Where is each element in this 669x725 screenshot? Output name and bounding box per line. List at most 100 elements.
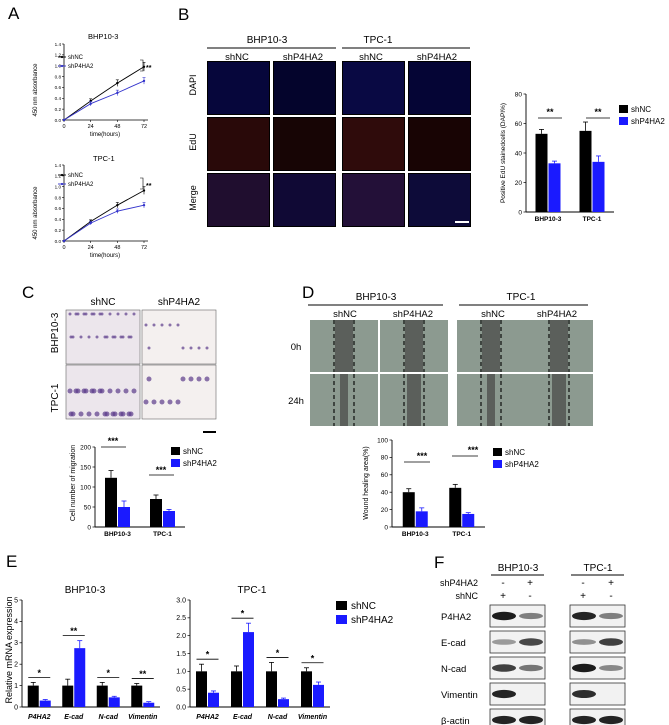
y-tick-label: 20 xyxy=(381,507,389,514)
panel-label-a: A xyxy=(8,4,20,23)
panel-c-legend-shp4ha2: shP4HA2 xyxy=(183,459,217,468)
bar-shP4HA2 xyxy=(243,632,254,707)
bar-shNC xyxy=(196,671,207,707)
series-line-shP4HA2 xyxy=(63,204,145,242)
panel-d-col-shnc-2: shNC xyxy=(481,309,505,320)
panel-a-chart1-legend-shp4ha2: shP4HA2 xyxy=(68,64,94,70)
panel-b-col-shnc-1: shNC xyxy=(225,52,249,63)
data-point xyxy=(142,65,146,69)
significance-label: * xyxy=(206,650,210,660)
y-tick-label: 50 xyxy=(84,504,92,511)
panel-e-ylabel: Relative mRNA expression xyxy=(4,596,14,703)
panel-d-chart: 0 20 40 60 80 100 BHP10-3 TPC-1 xyxy=(377,437,485,538)
data-point xyxy=(116,81,119,85)
image-stain xyxy=(409,118,470,170)
y-tick-label: 0.6 xyxy=(55,206,62,211)
panel-f: BHP10-3 TPC-1 shP4HA2 shNC - + - + + - + - P4HA… xyxy=(440,563,626,725)
y-tick-label: 1.5 xyxy=(176,651,186,658)
y-tick-label: 0.8 xyxy=(55,74,62,79)
series-line-shP4HA2 xyxy=(63,80,145,121)
wound-gap xyxy=(487,374,495,426)
y-tick-label: 150 xyxy=(80,464,91,471)
blot-band xyxy=(519,638,543,646)
panel-a-chart2-ylabel: 450 nm absorbance xyxy=(33,186,39,240)
y-tick-label: 60 xyxy=(381,472,389,479)
panel-d-sig-1: *** xyxy=(417,451,428,461)
image-stain xyxy=(208,174,269,226)
x-tick-label: 24 xyxy=(88,245,94,251)
y-tick-label: 80 xyxy=(515,91,523,98)
panel-b-sig-1: ** xyxy=(546,107,554,117)
migrated-cell xyxy=(95,335,99,339)
data-point xyxy=(116,203,119,207)
bar-shP4HA2 xyxy=(74,648,86,707)
migrated-cell xyxy=(108,312,112,316)
bar-shNC xyxy=(62,685,74,707)
panel-c-col-shp4ha2: shP4HA2 xyxy=(158,297,201,308)
migrated-cell xyxy=(98,312,102,316)
bar-shP4HA2 xyxy=(163,511,175,527)
panel-a-chart1-title: BHP10-3 xyxy=(88,32,118,41)
bar-shP4HA2 xyxy=(592,161,605,212)
significance-label: * xyxy=(276,648,280,658)
panel-b-row-merge: Merge xyxy=(188,185,198,211)
condition-mark: + xyxy=(500,591,506,602)
panel-c-row-bhp10-3: BHP10-3 xyxy=(50,312,61,353)
y-tick-label: 0.2 xyxy=(55,228,62,233)
migrated-cell xyxy=(102,411,108,417)
x-tick-label: 24 xyxy=(88,124,94,130)
data-point xyxy=(142,189,146,192)
migrated-cell xyxy=(126,411,132,417)
bar-shNC xyxy=(402,492,415,527)
blot-label-3: Vimentin xyxy=(441,690,478,701)
image-stain xyxy=(274,118,335,170)
y-tick-label: 5 xyxy=(14,597,18,604)
panel-d-group-tpc-1: TPC-1 xyxy=(507,292,536,303)
condition-mark: + xyxy=(580,591,586,602)
y-tick-label: 0.0 xyxy=(176,704,186,711)
wound-gap xyxy=(335,320,353,372)
category-label: N-cad xyxy=(99,714,119,721)
migrated-cell xyxy=(86,411,92,417)
wound-gap xyxy=(482,320,500,372)
migrated-cell xyxy=(82,312,86,316)
blot-label-2: N-cad xyxy=(441,664,466,675)
panel-c-legend-swatch-shp4ha2 xyxy=(171,459,180,467)
wound-gap xyxy=(552,374,566,426)
panel-b-row-edu: EdU xyxy=(188,133,198,151)
panel-d-sig-2: *** xyxy=(468,445,479,455)
y-tick-label: 40 xyxy=(515,150,523,157)
data-point xyxy=(62,118,66,122)
image-tile xyxy=(141,309,217,365)
panel-c-row-tpc-1: TPC-1 xyxy=(50,383,61,412)
panel-c-chart: 0 50 100 150 200 BHP10-3 TPC-1 xyxy=(80,444,185,538)
panel-e-chart2: 0.0 0.5 1.0 1.5 2.0 2.5 3.0 P4HA2 E-cad N-cad Vime… xyxy=(176,597,330,721)
data-point xyxy=(89,221,92,225)
migrated-cell xyxy=(197,346,201,350)
condition-mark: - xyxy=(609,591,612,602)
data-point xyxy=(116,91,119,95)
bar-shP4HA2 xyxy=(118,507,130,527)
panel-label-f: F xyxy=(434,553,444,572)
panel-label-d: D xyxy=(302,283,314,302)
y-tick-label: 0.0 xyxy=(55,118,62,123)
y-tick-label: 0 xyxy=(87,524,91,531)
wound-gap xyxy=(407,374,421,426)
x-tick-label: 72 xyxy=(141,124,147,130)
legend-marker xyxy=(60,173,64,177)
panel-label-e: E xyxy=(6,552,17,571)
blot-band xyxy=(492,689,516,699)
migrated-cell xyxy=(159,399,165,405)
category-label: BHP10-3 xyxy=(535,216,562,223)
blot-band xyxy=(519,664,543,672)
blot-band xyxy=(519,612,543,620)
panel-d-legend-shnc: shNC xyxy=(505,448,525,457)
y-tick-label: 1.4 xyxy=(55,163,62,168)
condition-mark: + xyxy=(527,578,533,589)
significance-label: ** xyxy=(139,669,147,679)
bar-shNC xyxy=(449,487,462,527)
panel-f-group-tpc-1: TPC-1 xyxy=(584,563,613,574)
bar-shNC xyxy=(301,671,312,707)
